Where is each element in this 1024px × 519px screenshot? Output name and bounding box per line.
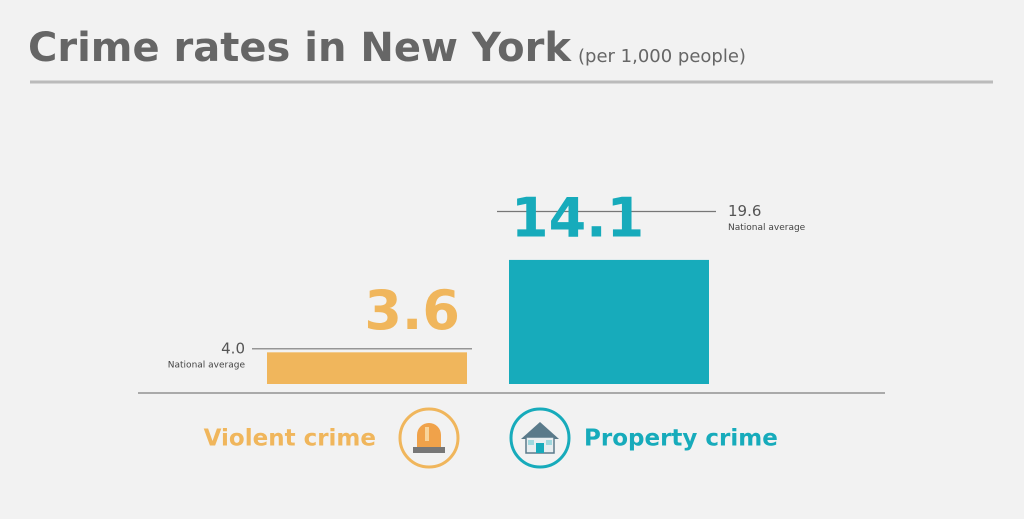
- national-average-value: 19.6: [728, 202, 761, 220]
- category-label: Violent crime: [204, 426, 376, 452]
- category-label: Property crime: [584, 426, 778, 452]
- siren-icon: [398, 407, 460, 469]
- chart-subtitle: (per 1,000 people): [578, 46, 746, 67]
- bar: [509, 259, 709, 384]
- national-average-label: National average: [728, 223, 806, 233]
- house-icon: [509, 407, 571, 469]
- national-average-label: National average: [168, 360, 246, 370]
- value-label: 14.1: [511, 187, 644, 250]
- national-average-value: 4.0: [221, 339, 245, 357]
- bar: [267, 352, 467, 384]
- value-label: 3.6: [364, 279, 460, 342]
- chart-title: Crime rates in New York: [28, 25, 572, 71]
